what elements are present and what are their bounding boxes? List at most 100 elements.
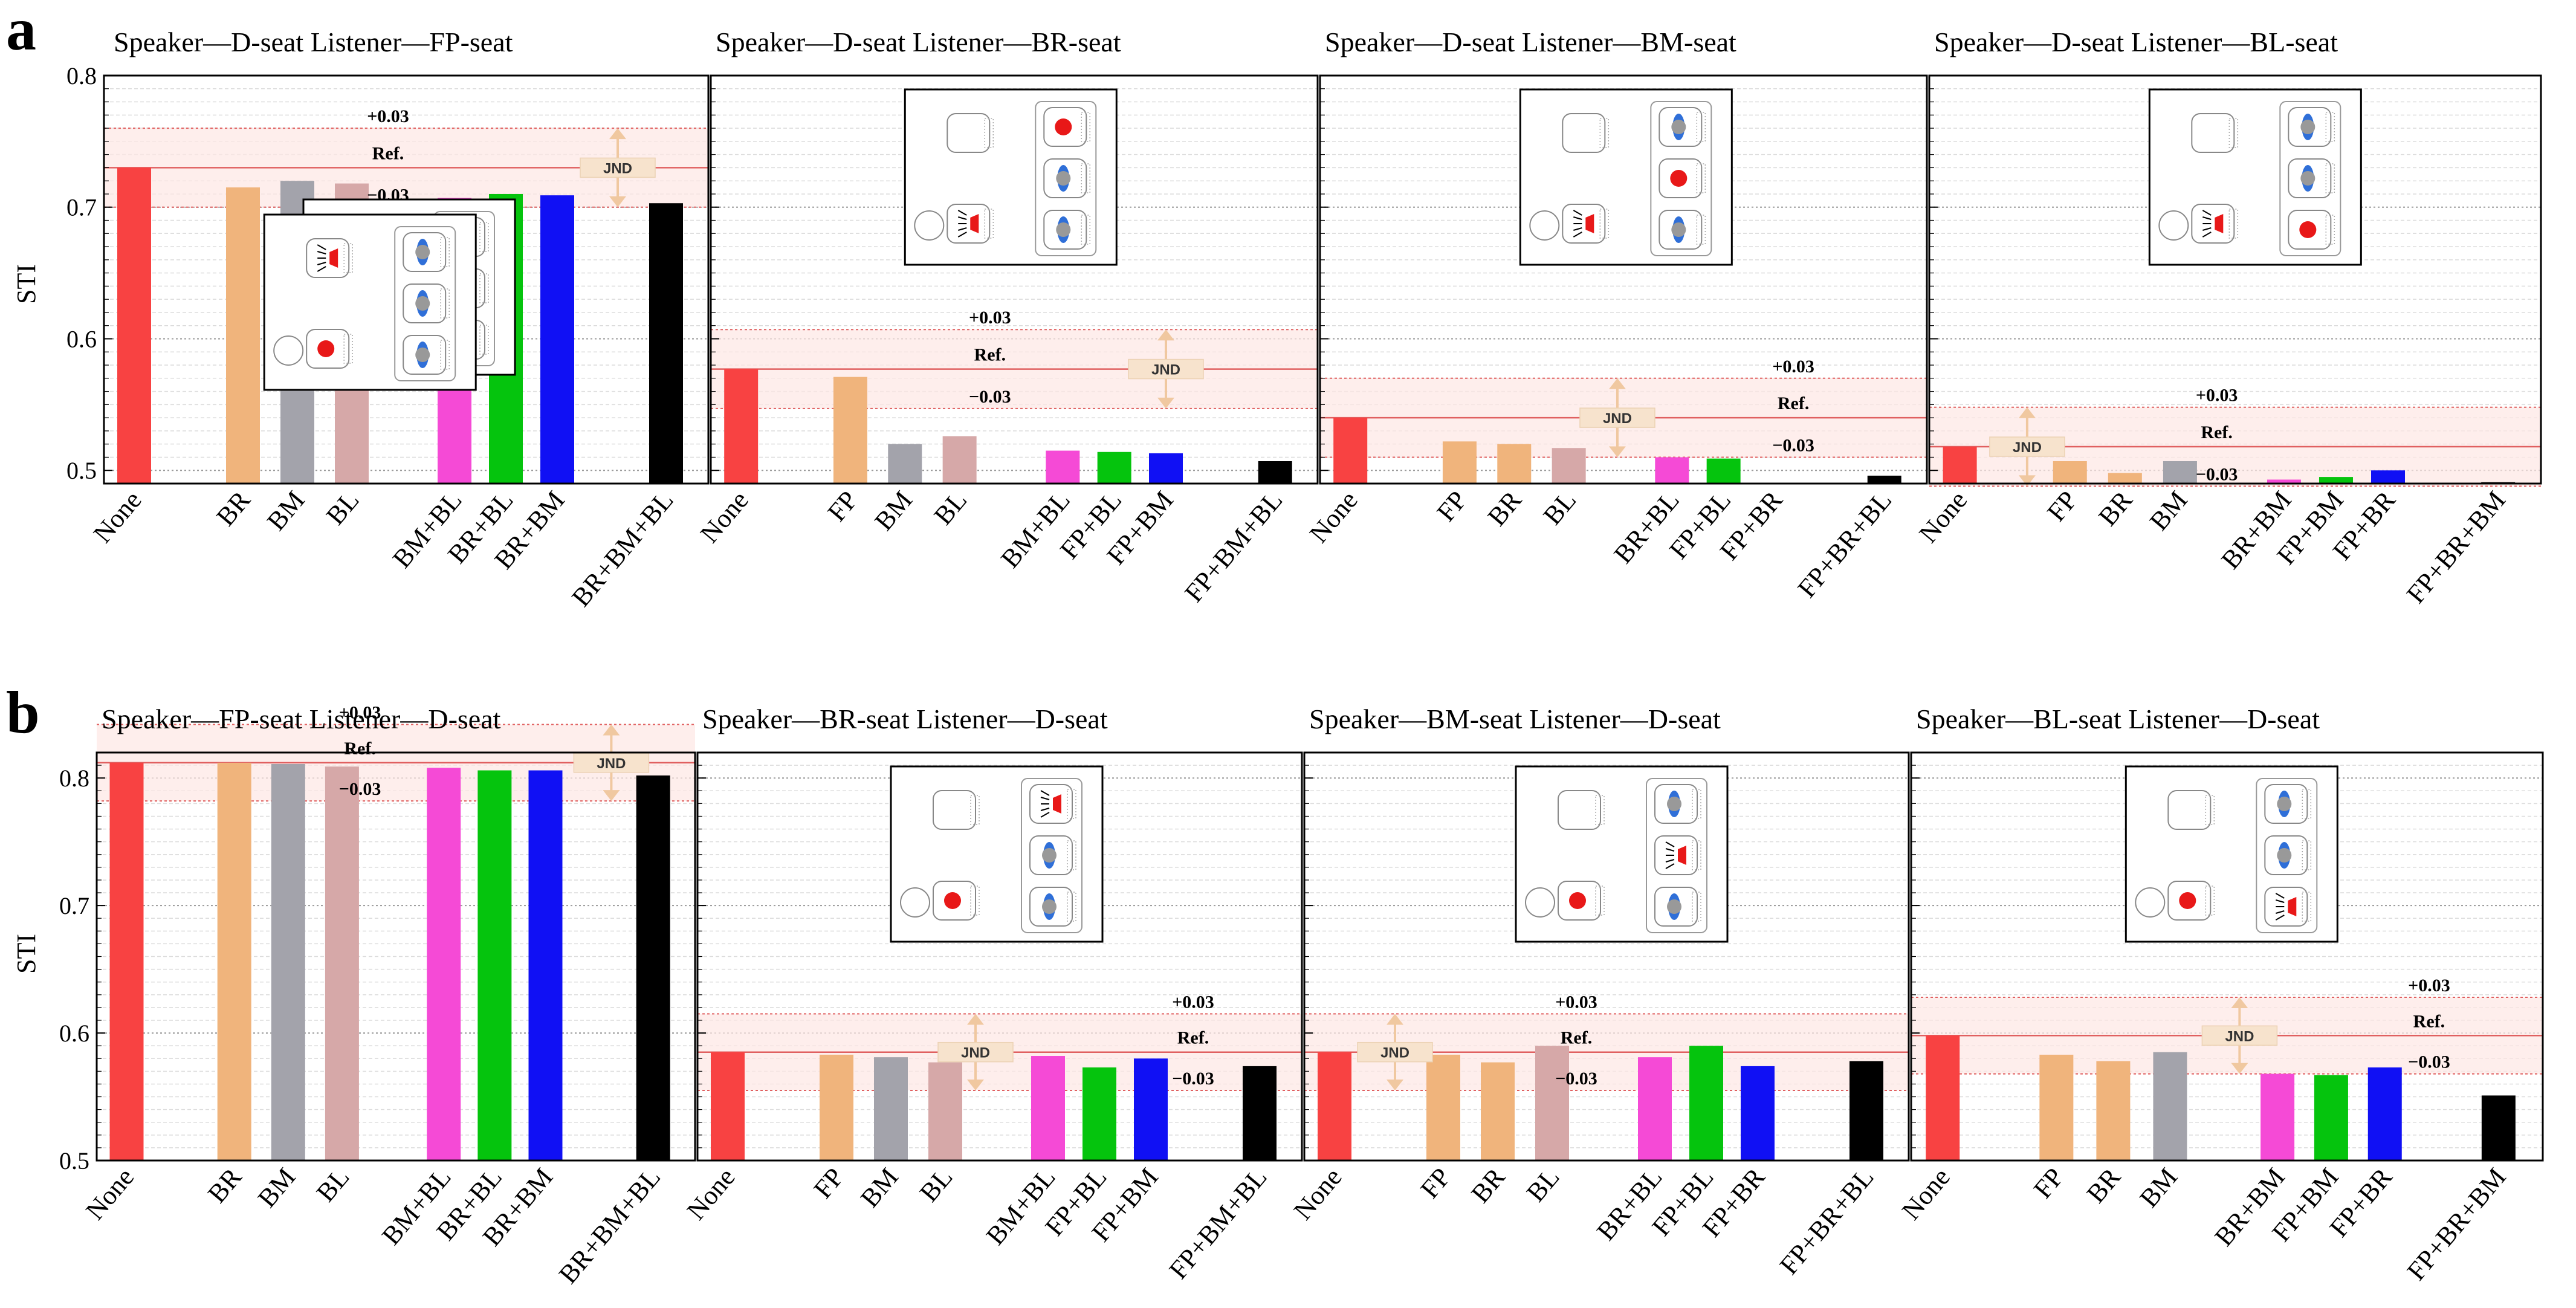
speaker-marker <box>2275 893 2297 921</box>
bar-none <box>724 369 759 484</box>
panel-title: Speaker—D-seat Listener—BL-seat <box>1934 27 2338 57</box>
panel-title: Speaker—FP-seat Listener—D-seat <box>102 704 501 734</box>
bar-bl <box>1552 448 1586 484</box>
bar-br <box>226 187 260 484</box>
speaker-marker-wave-0 <box>2202 210 2212 216</box>
x-tick-label: BM <box>2144 485 2193 536</box>
seat-br <box>403 232 450 272</box>
seat-br-backrest <box>2302 789 2312 819</box>
seat-bl <box>2264 887 2312 927</box>
seat-bl-head <box>415 348 430 362</box>
x-tick-label: None <box>1896 1162 1956 1226</box>
annotation-ref: Ref. <box>1561 1028 1592 1048</box>
jnd-label: JND <box>1603 410 1632 427</box>
panel-title: Speaker—D-seat Listener—BR-seat <box>716 27 1121 57</box>
seat-br-backrest <box>479 222 489 252</box>
plot-frame <box>103 74 710 485</box>
panel-title: Speaker—BR-seat Listener—D-seat <box>702 704 1108 734</box>
x-tick-label: BR <box>2081 1162 2127 1208</box>
bar-bm-bl <box>427 768 461 1161</box>
x-tick-label: None <box>88 485 147 549</box>
speaker-marker-cone <box>1678 846 1686 865</box>
speaker-marker-cone <box>970 214 979 233</box>
bar-fp-bm <box>2319 477 2353 484</box>
bar-br-bl <box>1638 1057 1672 1161</box>
annotation-minus: −0.03 <box>1555 1069 1597 1089</box>
x-tick-label: BR <box>210 485 256 531</box>
seat-fp-backrest <box>2205 795 2215 825</box>
bar-bm <box>2163 461 2197 484</box>
bar-br-bl <box>1655 457 1689 484</box>
steering-wheel-icon <box>2135 887 2166 918</box>
jnd-box <box>937 1041 1014 1063</box>
listener-marker <box>1569 892 1586 909</box>
seat-d-backrest <box>984 209 994 239</box>
x-tick-label: BR+BL <box>1608 485 1685 569</box>
speaker-marker-cone <box>1053 794 1061 814</box>
x-tick-label: BM <box>869 485 918 536</box>
seat-bm <box>1029 835 1076 875</box>
steering-wheel-icon <box>1525 887 1555 918</box>
seat-br-head <box>415 245 430 259</box>
annotation-ref: Ref. <box>2201 423 2232 442</box>
seat-d-cushion <box>947 204 991 244</box>
seat-bl <box>1654 887 1701 927</box>
x-tick-label: BM <box>2134 1162 2184 1213</box>
annotation-plus: +0.03 <box>1555 992 1597 1012</box>
bar-fp-bm <box>1149 453 1183 484</box>
bar-bm <box>874 1057 908 1161</box>
jnd-arrow-up <box>967 1014 984 1025</box>
seat-fp-backrest <box>970 795 980 825</box>
x-tick-label: BR <box>202 1162 248 1208</box>
seat-fp <box>2191 113 2239 153</box>
x-tick-label: BM+BL <box>980 1162 1061 1251</box>
panel-title: Speaker—BL-seat Listener—D-seat <box>1916 704 2320 734</box>
seat-d <box>1562 204 1610 244</box>
seat-bm-backrest <box>479 273 489 303</box>
speaker-marker-wave-4 <box>2275 915 2285 921</box>
seat-br <box>1659 107 1706 147</box>
bar-fp-br <box>2371 470 2405 484</box>
speaker-marker-wave-3 <box>1665 859 1675 863</box>
annotation-ref: Ref. <box>974 345 1006 365</box>
bar-none <box>117 167 151 484</box>
speaker-marker-wave-4 <box>1665 863 1675 869</box>
car-layout-inset-2 <box>1519 88 1733 266</box>
panel-label-a: a <box>6 0 36 63</box>
seat-fp-backrest <box>1599 118 1610 148</box>
seat-bm-backrest <box>1696 163 1706 193</box>
seat-bl <box>1043 210 1091 250</box>
steering-wheel-icon <box>914 210 945 241</box>
jnd-box <box>1128 358 1204 380</box>
bar-bm <box>2153 1052 2187 1161</box>
y-tick-label: 0.8 <box>66 62 97 89</box>
seat-d <box>947 204 994 244</box>
y-tick-label: 0.7 <box>59 892 89 919</box>
bar-fp <box>1442 441 1477 484</box>
speaker-marker-wave-1 <box>1040 797 1050 800</box>
x-tick-label: None <box>1913 485 1973 549</box>
x-tick-label: BM <box>855 1162 904 1213</box>
speaker-marker-wave-0 <box>1665 841 1675 847</box>
bar-br-bl <box>477 770 512 1161</box>
x-tick-label: FP <box>2028 1162 2070 1204</box>
seat-br-backrest <box>1081 112 1091 142</box>
rear-bench <box>1035 101 1097 256</box>
bar-bl <box>928 1062 962 1161</box>
jnd-arrow-down <box>603 790 620 801</box>
seat-fp-backrest <box>1595 795 1605 825</box>
seat-br-backrest <box>440 237 450 267</box>
jnd-label: JND <box>961 1045 990 1061</box>
x-tick-label: BL <box>914 1162 959 1208</box>
jnd-arrow-up <box>1387 1014 1403 1025</box>
y-axis-label-b: STI <box>11 934 41 974</box>
speaker-marker-cone <box>2288 897 2297 916</box>
seat-bl-backrest <box>1081 215 1091 245</box>
bar-bl <box>1535 1046 1569 1161</box>
annotation-plus: +0.03 <box>1772 357 1814 377</box>
speaker-marker-wave-1 <box>2276 899 2285 903</box>
bar-br-bm <box>528 770 563 1161</box>
seat-br-backrest <box>2325 112 2335 142</box>
seat-d-backrest <box>2228 209 2239 239</box>
